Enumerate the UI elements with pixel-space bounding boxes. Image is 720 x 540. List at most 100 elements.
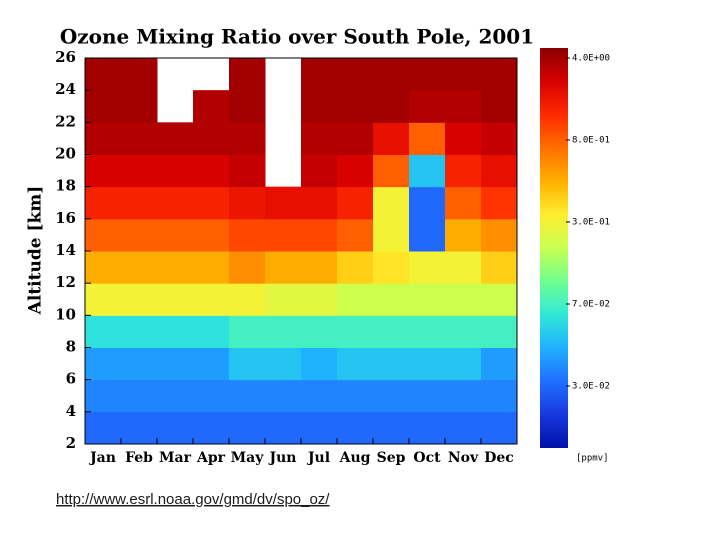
heat-cell [301,315,338,348]
heat-cell [409,411,446,445]
heat-cell [445,315,482,348]
heat-cell [409,154,446,188]
y-tick-label: 2 [66,434,76,452]
heat-cell [409,90,446,123]
heat-cell [337,58,374,91]
heat-cell [481,379,518,413]
heat-cell [193,186,230,220]
y-tick-label: 12 [55,273,76,291]
heat-cell [373,379,410,413]
heat-cell [157,411,194,445]
heat-cell [193,122,230,155]
heat-cell [337,251,374,284]
heat-cell [157,283,194,316]
heat-cell [121,411,158,445]
heat-cell [373,218,410,252]
heat-cell [265,186,302,220]
colorbar [540,48,568,448]
x-tick-label: Feb [125,450,153,466]
heat-cell [445,58,482,91]
heat-cell [229,283,266,316]
heat-cell [85,154,122,188]
heat-cell [445,251,482,284]
heat-cell [445,90,482,123]
heat-cell [193,411,230,445]
x-tick-label: Nov [448,450,479,466]
y-tick-label: 18 [55,177,76,195]
heat-cell [193,218,230,252]
source-link[interactable]: http://www.esrl.noaa.gov/gmd/dv/spo_oz/ [56,491,330,508]
heat-cell [301,218,338,252]
heat-cell [481,283,518,316]
x-tick-label: Sep [377,450,406,466]
y-tick-label: 6 [66,370,76,388]
x-tick-label: Jan [88,450,116,466]
heat-cell [301,122,338,155]
heat-cell [121,347,158,381]
x-tick-label: Jun [268,450,297,466]
heat-cell [409,347,446,381]
y-tick-label: 20 [55,145,76,163]
heat-cell [481,122,518,155]
heat-cell [121,283,158,316]
colorbar-label: 8.0E-01 [572,136,610,146]
heat-cell [373,347,410,381]
colorbar-unit: [ppmv] [576,454,609,464]
heat-cell [229,186,266,220]
heat-cell [85,90,122,123]
heat-cell [301,58,338,91]
y-tick-label: 4 [66,402,76,420]
heat-cell [301,347,338,381]
heat-cell [193,154,230,188]
heat-cell [229,251,266,284]
heat-cell [409,379,446,413]
heat-cell [85,315,122,348]
heat-cell [193,347,230,381]
heat-cell [265,411,302,445]
heat-cell [229,315,266,348]
heat-cell [373,58,410,91]
heat-cell [301,154,338,188]
colorbar-label: 3.0E-02 [572,382,610,392]
heat-cell [481,411,518,445]
y-tick-label: 24 [55,80,76,98]
heat-cell [193,379,230,413]
heat-cell [337,90,374,123]
heat-cell [85,218,122,252]
heat-cell [409,122,446,155]
heat-cell [481,251,518,284]
heat-cell [229,218,266,252]
heat-cell [481,58,518,91]
heat-cell [445,122,482,155]
y-tick-label: 26 [55,48,76,66]
heat-cell [301,90,338,123]
heat-cell [409,251,446,284]
heat-cell [409,283,446,316]
colorbar-label: 7.0E-02 [572,300,610,310]
heat-cell [85,283,122,316]
heat-cell [445,347,482,381]
heat-cell [265,283,302,316]
heat-cell [229,379,266,413]
heat-cell [193,251,230,284]
heat-cell [337,218,374,252]
heat-cell [157,315,194,348]
x-tick-label: Mar [159,450,192,466]
heat-cell [121,154,158,188]
heat-cell [409,186,446,220]
x-tick-label: Jul [306,450,330,466]
heat-cell [481,315,518,348]
heat-cell [193,315,230,348]
x-tick-label: Apr [196,450,226,466]
heat-cell [337,347,374,381]
heat-cell [373,122,410,155]
heat-cell [337,154,374,188]
heat-cell [157,218,194,252]
heat-cell [445,283,482,316]
x-tick-label: Oct [413,450,441,466]
heat-cell [121,122,158,155]
heat-cell [85,411,122,445]
heat-cell [373,154,410,188]
x-tick-label: Dec [484,450,514,466]
